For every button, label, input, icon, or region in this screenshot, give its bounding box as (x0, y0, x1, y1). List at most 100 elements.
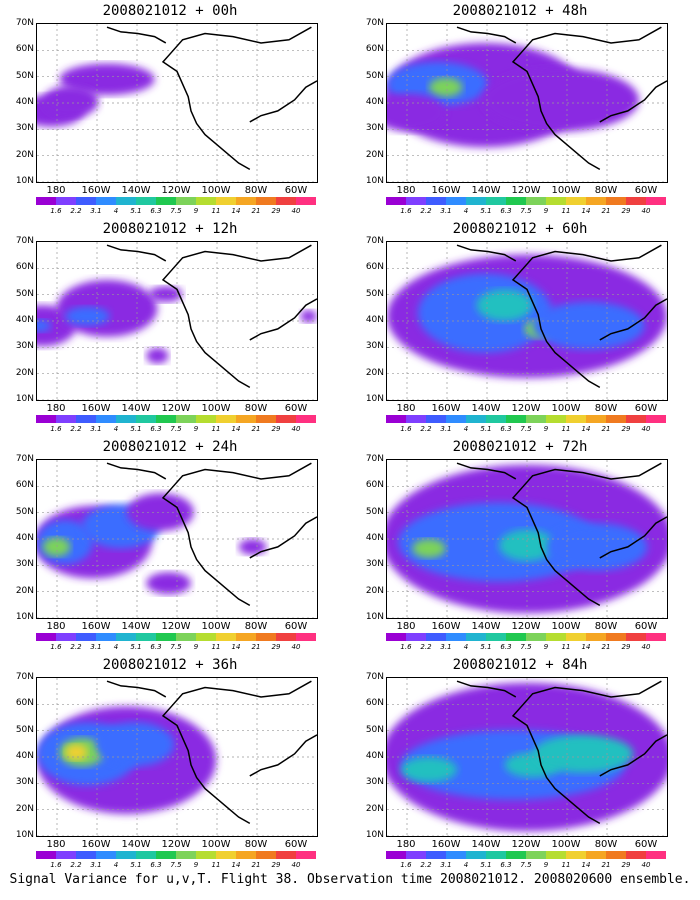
coastline (249, 734, 317, 777)
colorbar (36, 633, 316, 641)
panel-title: 2008021012 + 12h (102, 221, 238, 237)
panel-title: 2008021012 + 48h (452, 3, 588, 19)
colorbar-swatch (216, 415, 236, 423)
colorbar-swatch (506, 851, 526, 859)
lon-tick-label: 160W (81, 621, 111, 632)
lat-tick-label: 70N (15, 672, 34, 682)
colorbar-swatch (546, 633, 566, 641)
colorbar-swatch (216, 197, 236, 205)
coastline (161, 462, 312, 607)
lat-tick-label: 70N (15, 236, 34, 246)
coastline (161, 244, 312, 389)
colorbar-swatch (196, 415, 216, 423)
lon-tick-label: 140W (471, 839, 501, 850)
colorbar-labels: 1.6 2.2 3.1 4 5.1 6.3 7.5 9 11 14 21 29 40 (36, 207, 316, 217)
lat-tick-label: 20N (15, 367, 34, 378)
coastline (511, 26, 662, 171)
map-panel: 2008021012 + 84h 70N 60N 50N 40N 30N 20N 10N 180… (350, 657, 690, 872)
colorbar-tick-label: 3.1 (440, 643, 452, 651)
colorbar-swatch (156, 197, 176, 205)
lon-tick-label: 140W (121, 185, 151, 196)
colorbar (36, 851, 316, 859)
lon-tick-label: 160W (431, 839, 461, 850)
colorbar-tick-label: 5.1 (480, 207, 492, 215)
variance-contour (65, 744, 88, 761)
lat-tick-label: 50N (365, 288, 384, 299)
colorbar-swatch (176, 197, 196, 205)
colorbar-swatch (446, 415, 466, 423)
lon-tick-label: 120W (511, 839, 541, 850)
colorbar-tick-label: 7.5 (520, 425, 532, 433)
lat-tick-label: 60N (365, 44, 384, 55)
lat-tick-label: 30N (15, 341, 34, 352)
colorbar-swatch (526, 633, 546, 641)
colorbar-tick-label: 6.3 (500, 861, 512, 869)
colorbar-swatch (606, 633, 626, 641)
coastline (456, 244, 517, 262)
colorbar-swatch (406, 851, 426, 859)
lon-tick-label: 80W (594, 839, 618, 850)
lat-tick-label: 70N (365, 18, 384, 28)
lat-tick-label: 10N (15, 176, 34, 186)
variance-contour (149, 286, 183, 303)
colorbar-tick-label: 40 (641, 425, 651, 433)
colorbar-tick-label: 29 (271, 643, 281, 651)
colorbar-swatch (566, 633, 586, 641)
map-panel: 2008021012 + 72h 70N 60N 50N 40N 30N 20N 10N 180… (350, 439, 690, 654)
colorbar-tick-label: 9 (543, 207, 549, 215)
colorbar-tick-label: 3.1 (90, 425, 102, 433)
map-area (36, 459, 318, 619)
variance-contour (238, 539, 267, 555)
colorbar-tick-label: 7.5 (170, 861, 182, 869)
colorbar-tick-label: 3.1 (440, 861, 452, 869)
map-area (36, 677, 318, 837)
coastline (106, 244, 167, 262)
colorbar-tick-label: 3.1 (90, 207, 102, 215)
colorbar-swatch (296, 415, 316, 423)
coastline (249, 298, 317, 341)
colorbar-tick-label: 6.3 (500, 643, 512, 651)
colorbar-tick-label: 21 (601, 425, 611, 433)
variance-contour (95, 722, 175, 767)
colorbar-tick-label: 40 (641, 643, 651, 651)
lat-tick-label: 60N (15, 262, 34, 273)
lat-tick-label: 70N (365, 672, 384, 682)
colorbar-tick-label: 1.6 (400, 643, 412, 651)
colorbar-tick-label: 14 (581, 861, 591, 869)
colorbar-swatch (276, 633, 296, 641)
colorbar-tick-label: 1.6 (400, 861, 412, 869)
colorbar-swatch (626, 415, 646, 423)
colorbar-swatch (36, 197, 56, 205)
colorbar-tick-label: 4 (463, 207, 469, 215)
variance-contour (300, 309, 317, 323)
colorbar-swatch (626, 633, 646, 641)
colorbar-tick-label: 6.3 (150, 425, 162, 433)
coastline (106, 680, 167, 698)
colorbar-tick-label: 40 (641, 207, 651, 215)
colorbar-tick-label: 29 (621, 425, 631, 433)
colorbar-tick-label: 4 (113, 425, 119, 433)
colorbar-swatch (276, 415, 296, 423)
lon-tick-label: 100W (551, 621, 581, 632)
colorbar-labels: 1.6 2.2 3.1 4 5.1 6.3 7.5 9 11 14 21 29 40 (386, 425, 666, 435)
colorbar-tick-label: 7.5 (170, 425, 182, 433)
colorbar-tick-label: 29 (271, 425, 281, 433)
colorbar-tick-label: 9 (543, 425, 549, 433)
coastline (599, 516, 667, 559)
lon-tick-label: 140W (471, 185, 501, 196)
colorbar-tick-label: 21 (601, 207, 611, 215)
lat-tick-label: 60N (15, 480, 34, 491)
colorbar-tick-label: 14 (231, 425, 241, 433)
colorbar-tick-label: 5.1 (130, 861, 142, 869)
lat-tick-label: 60N (15, 698, 34, 709)
map-area (386, 23, 668, 183)
lat-tick-label: 50N (365, 70, 384, 81)
colorbar-swatch (646, 633, 666, 641)
lon-tick-label: 120W (161, 621, 191, 632)
colorbar-swatch (196, 633, 216, 641)
colorbar-swatch (196, 197, 216, 205)
colorbar-tick-label: 2.2 (420, 425, 432, 433)
variance-contour (532, 734, 634, 773)
colorbar-swatch (116, 633, 136, 641)
colorbar-tick-label: 2.2 (70, 861, 82, 869)
